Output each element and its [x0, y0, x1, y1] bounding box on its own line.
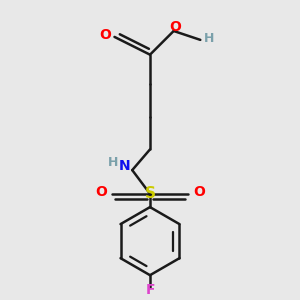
- Text: O: O: [169, 20, 181, 34]
- Text: O: O: [100, 28, 112, 42]
- Text: O: O: [95, 185, 107, 199]
- Text: H: H: [204, 32, 214, 45]
- Text: S: S: [145, 186, 155, 201]
- Text: N: N: [119, 159, 131, 173]
- Text: F: F: [145, 283, 155, 297]
- Text: H: H: [108, 156, 118, 169]
- Text: O: O: [193, 185, 205, 199]
